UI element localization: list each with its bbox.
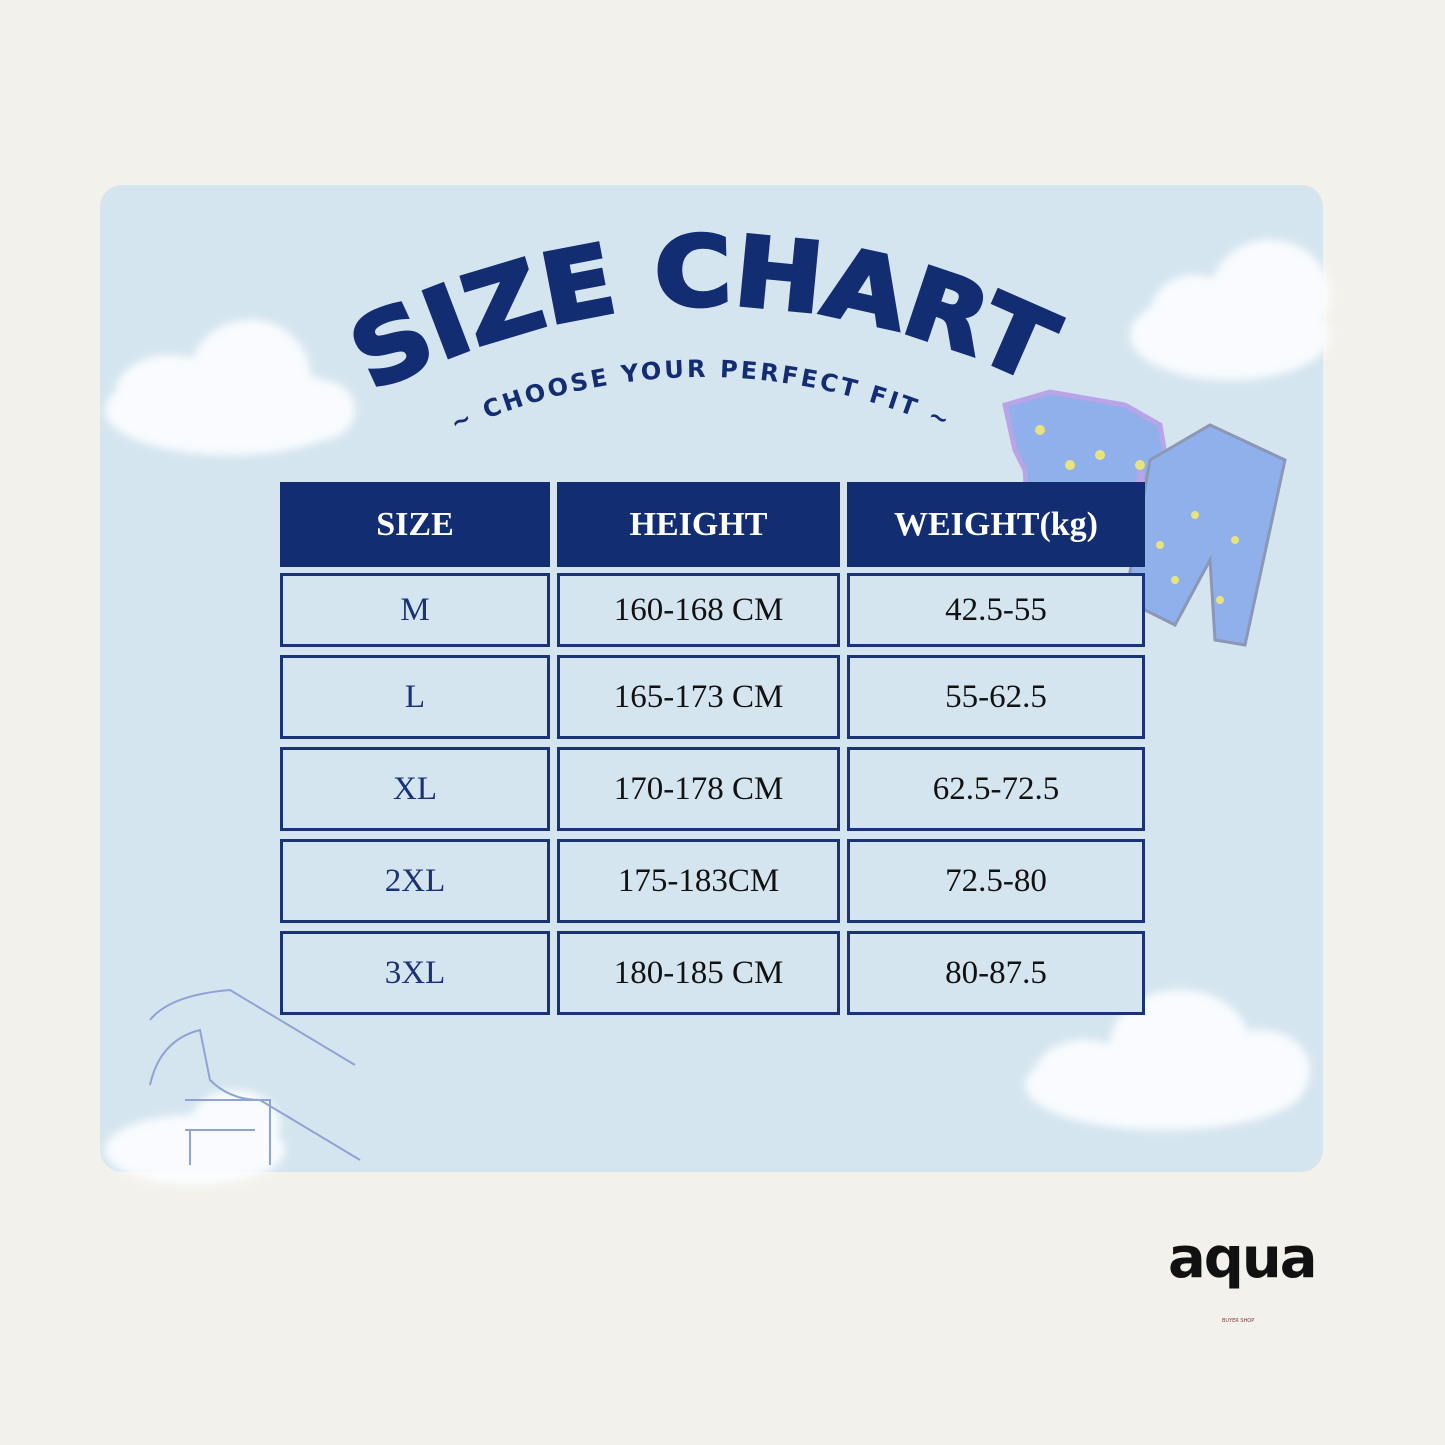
column-header: HEIGHT xyxy=(557,482,840,567)
table-cell: 170-178 CM xyxy=(557,747,840,831)
table-cell: 72.5-80 xyxy=(847,839,1145,923)
table-cell: M xyxy=(280,573,550,647)
table-cell: 180-185 CM xyxy=(557,931,840,1015)
subtitle-text: ~ CHOOSE YOUR PERFECT FIT ~ xyxy=(446,355,953,437)
table-cell: 3XL xyxy=(280,931,550,1015)
subtitle: ~ CHOOSE YOUR PERFECT FIT ~ xyxy=(446,355,953,437)
table-cell: 42.5-55 xyxy=(847,573,1145,647)
table-cell: 2XL xyxy=(280,839,550,923)
table-cell: 80-87.5 xyxy=(847,931,1145,1015)
table-cell: 165-173 CM xyxy=(557,655,840,739)
column-header: WEIGHT(kg) xyxy=(847,482,1145,567)
clouds xyxy=(105,240,1330,1185)
table-cell: 62.5-72.5 xyxy=(847,747,1145,831)
brand-name: aqua xyxy=(1168,1226,1318,1291)
table-cell: 55-62.5 xyxy=(847,655,1145,739)
table-cell: 160-168 CM xyxy=(557,573,840,647)
figure-sketch xyxy=(149,988,361,1165)
brand-tagline: BUYER SHOP xyxy=(1222,1318,1255,1324)
column-header: SIZE xyxy=(280,482,550,567)
table-cell: XL xyxy=(280,747,550,831)
table-cell: 175-183CM xyxy=(557,839,840,923)
table-cell: L xyxy=(280,655,550,739)
